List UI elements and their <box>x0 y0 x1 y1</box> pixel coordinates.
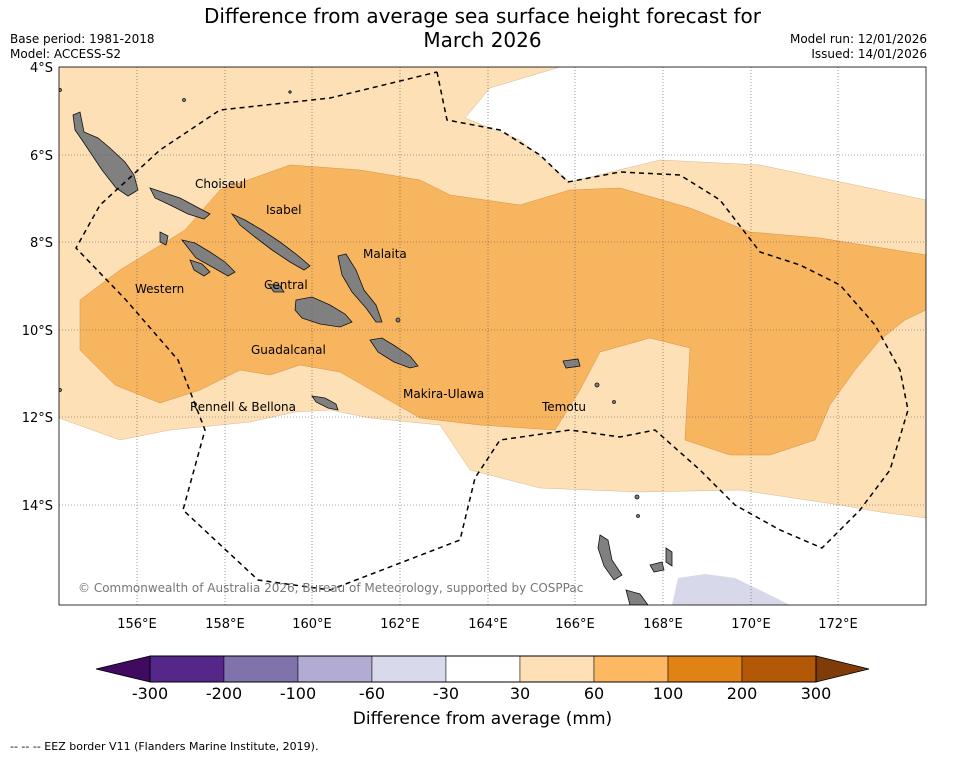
lon-label: 156°E <box>117 617 157 632</box>
colorbar-segment <box>445 655 521 683</box>
temotu-land <box>562 358 581 369</box>
colorbar-tick: 100 <box>652 684 684 703</box>
anomaly-region-neg60-neg30 <box>672 574 790 605</box>
graticule <box>59 67 926 605</box>
province-labels: Choiseul Isabel Malaita Western Central … <box>135 177 586 414</box>
colorbar-border <box>95 655 870 683</box>
rennell-land <box>311 395 339 411</box>
province-label-western: Western <box>135 282 184 296</box>
province-label-guadalcanal: Guadalcanal <box>251 343 326 357</box>
central-islands-land <box>267 283 285 293</box>
isabel-land <box>230 212 311 271</box>
map-title-line2: March 2026 <box>423 28 542 52</box>
anomaly-region-60-100 <box>79 164 926 456</box>
islet-h <box>59 88 62 92</box>
lat-label: 4°S <box>30 61 53 76</box>
bougainville-land <box>72 111 139 197</box>
vanuatu-east-land <box>665 547 673 567</box>
colorbar-segment <box>667 655 743 683</box>
map-border <box>58 66 927 606</box>
province-label-makira: Makira-Ulawa <box>403 387 484 401</box>
lon-label: 168°E <box>643 617 683 632</box>
colorbar-tick: 30 <box>509 684 531 703</box>
colorbar-tick: -60 <box>358 684 386 703</box>
province-label-temotu: Temotu <box>541 400 586 414</box>
lat-labels: 4°S 6°S 8°S 10°S 12°S 14°S <box>22 61 53 514</box>
islet-d <box>594 382 600 388</box>
model-info: Base period: 1981-2018 Model: ACCESS-S2 <box>10 32 155 62</box>
lat-label: 12°S <box>22 411 53 426</box>
islet-b <box>288 90 292 94</box>
vanuatu-central-land <box>625 589 649 605</box>
land-masses <box>59 88 673 605</box>
colorbar-tick: -200 <box>205 684 243 703</box>
issued-date: Issued: 14/01/2026 <box>811 47 927 61</box>
province-label-isabel: Isabel <box>266 203 301 217</box>
province-label-malaita: Malaita <box>363 247 407 261</box>
base-period: Base period: 1981-2018 <box>10 32 155 46</box>
vanuatu-islet-land <box>649 561 665 573</box>
eez-border <box>75 71 909 591</box>
colorbar-tick: 60 <box>583 684 605 703</box>
colorbar-tick: 300 <box>800 684 832 703</box>
colorbar-segments <box>149 655 817 683</box>
colorbar-tick: -30 <box>432 684 460 703</box>
colorbar-segment <box>519 655 595 683</box>
lon-labels: 156°E 158°E 160°E 162°E 164°E 166°E 168°… <box>117 617 858 632</box>
islet-f <box>634 494 640 500</box>
province-label-rennell: Rennell & Bellona <box>190 400 296 414</box>
choiseul-land <box>149 187 211 220</box>
province-label-choiseul: Choiseul <box>195 177 246 191</box>
colorbar-segment <box>297 655 373 683</box>
colorbar-tick: -100 <box>279 684 317 703</box>
lon-label: 170°E <box>731 617 771 632</box>
colorbar-title: Difference from average (mm) <box>352 709 613 729</box>
model-name: Model: ACCESS-S2 <box>10 47 122 61</box>
islet-a <box>182 98 186 102</box>
colorbar-segment <box>371 655 447 683</box>
lat-label: 10°S <box>22 324 53 339</box>
lat-label: 8°S <box>30 236 53 251</box>
map-frame: © Commonwealth of Australia 2026, Bureau… <box>59 67 926 605</box>
colorbar-right-extension <box>816 656 869 682</box>
lon-label: 172°E <box>818 617 858 632</box>
run-info: Model run: 12/01/2026 Issued: 14/01/2026 <box>790 32 927 62</box>
sea-level-map: © Commonwealth of Australia 2026, Bureau… <box>22 61 927 683</box>
lon-label: 162°E <box>380 617 420 632</box>
malaita-land <box>337 253 383 323</box>
map-copyright: © Commonwealth of Australia 2026, Bureau… <box>78 581 583 595</box>
lat-label: 14°S <box>22 499 53 514</box>
eez-footnote: -- -- -- EEZ border V11 (Flanders Marine… <box>10 740 319 753</box>
lon-label: 158°E <box>205 617 245 632</box>
colorbar <box>95 655 870 683</box>
lon-label: 160°E <box>292 617 332 632</box>
islet-c <box>395 317 401 323</box>
lat-label: 6°S <box>30 149 53 164</box>
map-title-line1: Difference from average sea surface heig… <box>203 4 762 28</box>
colorbar-tick: 200 <box>726 684 758 703</box>
colorbar-segment <box>593 655 669 683</box>
province-label-central: Central <box>264 278 308 292</box>
western-islands-land <box>180 239 236 277</box>
model-run: Model run: 12/01/2026 <box>789 32 927 46</box>
colorbar-segment <box>741 655 817 683</box>
vanuatu-north-land <box>597 534 623 581</box>
new-georgia-land <box>189 259 211 277</box>
islet-i <box>59 388 62 392</box>
lon-label: 164°E <box>468 617 508 632</box>
colorbar-segment <box>149 655 225 683</box>
colorbar-segment <box>223 655 299 683</box>
guadalcanal-land <box>294 296 353 328</box>
colorbar-left-extension <box>96 656 150 682</box>
map-title: Difference from average sea surface heig… <box>0 4 965 52</box>
lon-label: 166°E <box>555 617 595 632</box>
colorbar-tick: -300 <box>131 684 169 703</box>
islet-e <box>612 400 616 404</box>
islet-g <box>636 514 640 518</box>
makira-land <box>369 337 419 369</box>
